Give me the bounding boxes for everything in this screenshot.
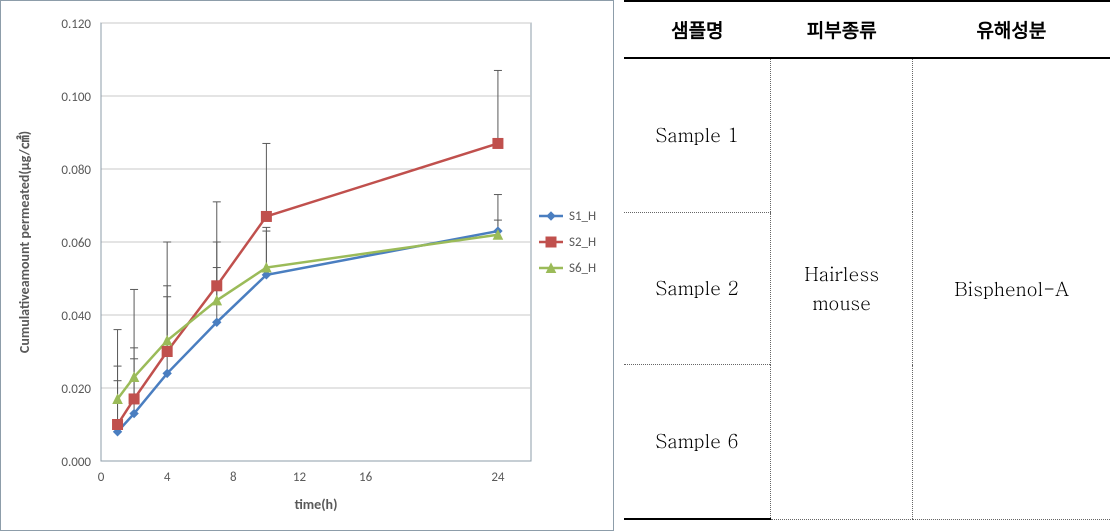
sample-table-panel: 샘플명 피부종류 유해성분 Sample 1 Hairless mouse Bi… [614,0,1120,531]
svg-text:0.060: 0.060 [61,236,91,251]
cell-skin-type: Hairless mouse [771,58,913,519]
svg-text:0.080: 0.080 [61,163,91,178]
svg-text:S1_H: S1_H [569,209,596,224]
svg-text:4: 4 [164,470,171,485]
svg-text:24: 24 [491,470,505,485]
svg-text:8: 8 [230,470,237,485]
svg-text:0: 0 [98,470,105,485]
col-sample-name: 샘플명 [624,1,771,58]
svg-text:0.040: 0.040 [61,309,91,324]
svg-text:12: 12 [293,470,307,485]
cell-component: Bisphenol-A [913,58,1110,519]
svg-text:0.020: 0.020 [61,382,91,397]
svg-text:S6_H: S6_H [569,261,596,276]
cell-sample-2: Sample 2 [624,212,771,364]
cell-sample-1: Sample 1 [624,58,771,212]
col-skin-type: 피부종류 [771,1,913,58]
svg-text:S2_H: S2_H [569,235,596,250]
svg-text:0.000: 0.000 [61,455,91,470]
svg-text:time(h): time(h) [295,496,338,513]
svg-text:16: 16 [359,470,373,485]
svg-text:Cumulativeamount permeated(µg/: Cumulativeamount permeated(µg/㎠) [16,131,33,353]
svg-text:0.100: 0.100 [61,90,91,105]
svg-text:0.120: 0.120 [61,17,91,32]
cell-sample-6: Sample 6 [624,365,771,519]
col-component: 유해성분 [913,1,1110,58]
sample-table: 샘플명 피부종류 유해성분 Sample 1 Hairless mouse Bi… [624,0,1110,520]
permeation-chart: 0.000 0.020 0.040 0.060 0.080 0.100 0.120 0 4 8 12… [0,0,614,531]
